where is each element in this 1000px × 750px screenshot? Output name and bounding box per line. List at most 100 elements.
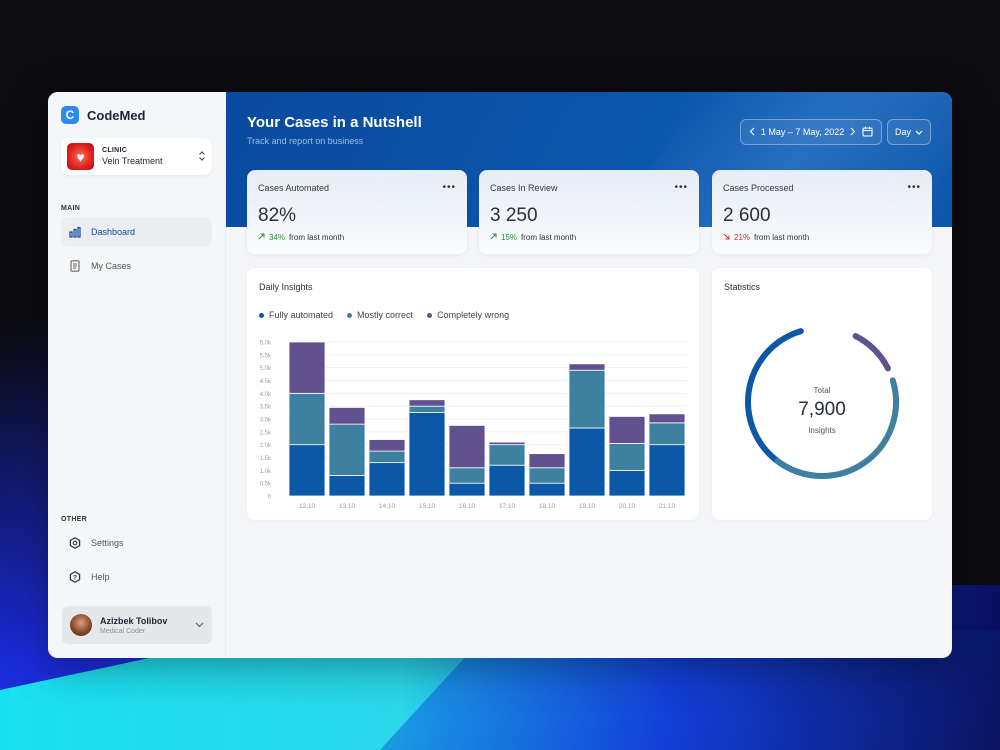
stat-label: Cases Automated: [258, 182, 330, 193]
x-tick-label: 13.10: [339, 503, 356, 510]
legend-item-fully-automated[interactable]: Fully automated: [259, 310, 333, 320]
bar-segment: [568, 427, 606, 497]
x-tick-label: 18.10: [539, 503, 556, 510]
sidebar-item-label: Settings: [91, 538, 124, 548]
chevron-right-icon[interactable]: [850, 127, 856, 138]
stacked-bar-chart: 0 0.5k 1.0k 1.5k 2.0k 2.5k 3.0k 3.5k 4.0k 4.5k 5.0…: [260, 341, 687, 510]
user-name: Azizbek Tolibov: [100, 615, 168, 626]
stat-delta: 15%: [501, 233, 518, 242]
period-value: Day: [895, 127, 912, 137]
sidebar-item-help[interactable]: ? Help: [61, 563, 212, 591]
sidebar-item-settings[interactable]: Settings: [61, 529, 212, 557]
x-tick-label: 21.10: [659, 503, 676, 510]
logo[interactable]: C CodeMed: [61, 106, 212, 124]
y-tick-label: 2.0k: [260, 443, 272, 449]
other-section: OTHER Settings ? Help: [61, 516, 212, 591]
bar-segment: [328, 407, 366, 425]
bar-segment: [408, 405, 446, 413]
main-content: Your Cases in a Nutshell Track and repor…: [226, 92, 952, 658]
stat-card-cases-automated: Cases Automated ••• 82% 34% from last mo…: [247, 170, 467, 254]
clinic-name: Vein Treatment: [102, 156, 163, 166]
sidebar-item-my-cases[interactable]: My Cases: [61, 252, 212, 280]
y-tick-label: 6.0k: [260, 341, 272, 347]
legend-dot: [427, 312, 433, 318]
bar-chart-icon: [69, 226, 81, 238]
avatar: [70, 614, 92, 636]
legend-dot: [259, 312, 264, 318]
y-tick-label: 4.0k: [260, 392, 272, 398]
bar-segment: [648, 413, 686, 424]
bar-segment: [408, 399, 446, 407]
chart-legend: Fully automated Mostly correct Completel…: [259, 310, 509, 320]
arrow-up-right-icon: [490, 233, 497, 242]
legend-item-completely-wrong[interactable]: Completely wrong: [427, 310, 509, 320]
panel-title: Daily Insights: [259, 282, 313, 292]
bar-segment: [408, 412, 446, 497]
y-tick-label: 0.5k: [260, 482, 272, 488]
calendar-icon[interactable]: [862, 126, 873, 139]
bar-segment: [488, 441, 526, 446]
bar-segment: [448, 467, 486, 484]
main-section-label: MAIN: [61, 205, 81, 212]
statistics-panel: Statistics Total 7,900 Insights: [712, 268, 932, 520]
svg-text:?: ?: [73, 574, 77, 581]
bar-segment: [288, 444, 326, 497]
donut-segment: [774, 377, 899, 479]
bar-segment: [608, 442, 646, 471]
stat-delta: 21%: [734, 233, 751, 242]
sidebar-item-label: Dashboard: [91, 227, 136, 237]
more-options-icon[interactable]: •••: [907, 182, 921, 193]
more-options-icon[interactable]: •••: [674, 182, 688, 193]
donut-total-sub: Insights: [808, 426, 836, 435]
y-tick-label: 2.5k: [260, 430, 272, 436]
y-tick-label: 3.5k: [260, 405, 272, 411]
arrow-up-right-icon: [258, 233, 265, 242]
page-subtitle: Track and report on business: [247, 136, 364, 146]
chevron-left-icon[interactable]: [749, 127, 755, 138]
more-options-icon[interactable]: •••: [442, 182, 456, 193]
x-tick-label: 20.10: [619, 503, 636, 510]
x-tick-label: 17.10: [499, 503, 516, 510]
arrow-down-right-icon: [723, 233, 730, 242]
sidebar-item-dashboard[interactable]: Dashboard: [61, 218, 212, 246]
bar-segment: [488, 464, 526, 497]
bar-segment: [368, 450, 406, 464]
legend-item-mostly-correct[interactable]: Mostly correct: [347, 310, 413, 320]
donut-total-label: Total: [813, 386, 831, 395]
chevron-up-down-icon: [198, 150, 206, 163]
clinic-heart-icon: ♥: [67, 143, 94, 170]
x-tick-label: 16.10: [459, 503, 476, 510]
chevron-down-icon: [195, 620, 204, 630]
donut-chart: [745, 328, 899, 479]
bar-segment: [568, 369, 606, 429]
daily-insights-panel: Daily Insights Fully automated Mostly co…: [247, 268, 699, 520]
x-tick-label: 12.10: [299, 503, 316, 510]
stat-label: Cases In Review: [490, 182, 558, 193]
bar-segment: [528, 482, 566, 497]
page-title: Your Cases in a Nutshell: [247, 114, 422, 131]
y-tick-label: 4.5k: [260, 379, 272, 385]
period-select[interactable]: Day: [887, 119, 931, 145]
sidebar-item-label: Help: [91, 572, 110, 582]
user-profile[interactable]: Azizbek Tolibov Medical Coder: [62, 606, 212, 644]
stat-label: Cases Processed: [723, 182, 794, 193]
sidebar: C CodeMed ♥ CLINIC Vein Treatment MAIN D…: [48, 92, 226, 658]
date-range-text: 1 May – 7 May, 2022: [760, 127, 845, 137]
bar-segment: [328, 475, 366, 497]
bar-segment: [648, 444, 686, 497]
bar-segment: [288, 392, 326, 446]
bar-segment: [328, 423, 366, 476]
bar-segment: [368, 439, 406, 452]
bar-segment: [608, 416, 646, 444]
date-range-picker[interactable]: 1 May – 7 May, 2022: [740, 119, 882, 145]
bar-segment: [368, 462, 406, 497]
logo-icon: C: [61, 106, 79, 124]
stat-delta-text: from last month: [754, 233, 810, 242]
clinic-selector[interactable]: ♥ CLINIC Vein Treatment: [61, 138, 212, 175]
y-tick-label: 1.0k: [260, 469, 272, 475]
stat-card-cases-processed: Cases Processed ••• 2 600 21% from last …: [712, 170, 932, 254]
x-tick-label: 14.10: [379, 503, 396, 510]
sidebar-item-label: My Cases: [91, 261, 132, 271]
legend-dot: [347, 312, 353, 318]
legend-label: Fully automated: [269, 310, 334, 320]
